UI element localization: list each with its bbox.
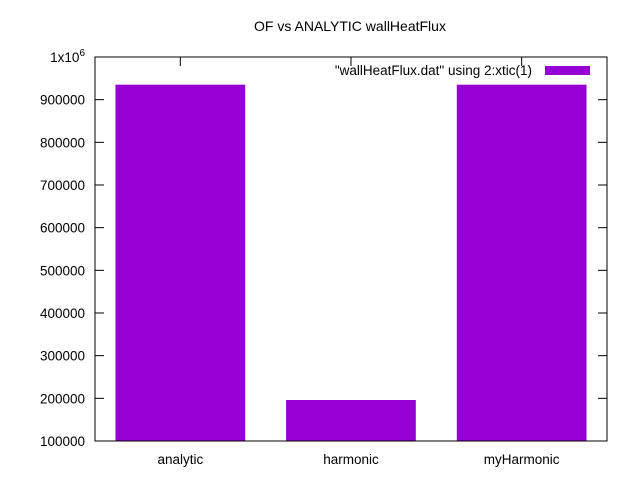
y-tick-label: 100000 [40, 434, 85, 449]
chart-title: OF vs ANALYTIC wallHeatFlux [254, 18, 446, 34]
y-tick-label: 800000 [40, 135, 85, 150]
legend-label: "wallHeatFlux.dat" using 2:xtic(1) [335, 63, 532, 78]
y-tick-label: 700000 [40, 178, 85, 193]
y-tick-label: 200000 [40, 391, 85, 406]
y-tick-label-top: 1x106 [50, 48, 85, 65]
bars [115, 84, 587, 441]
y-tick-label: 300000 [40, 349, 85, 364]
legend: "wallHeatFlux.dat" using 2:xtic(1) [335, 63, 590, 78]
y-tick-label: 600000 [40, 221, 85, 236]
y-tick-label: 400000 [40, 306, 85, 321]
bar-analytic [115, 84, 246, 441]
x-tick-label: myHarmonic [484, 452, 560, 467]
bar-myharmonic [456, 84, 587, 441]
plot-border [94, 56, 608, 442]
x-tick-label: analytic [157, 452, 203, 467]
y-tick-label: 500000 [40, 263, 85, 278]
x-tick-label: harmonic [323, 452, 379, 467]
y-tick-label: 900000 [40, 93, 85, 108]
bar-harmonic [286, 400, 416, 441]
legend-swatch [545, 66, 590, 75]
axes: 100000 200000 300000 400000 500000 600000 7000… [40, 48, 607, 467]
